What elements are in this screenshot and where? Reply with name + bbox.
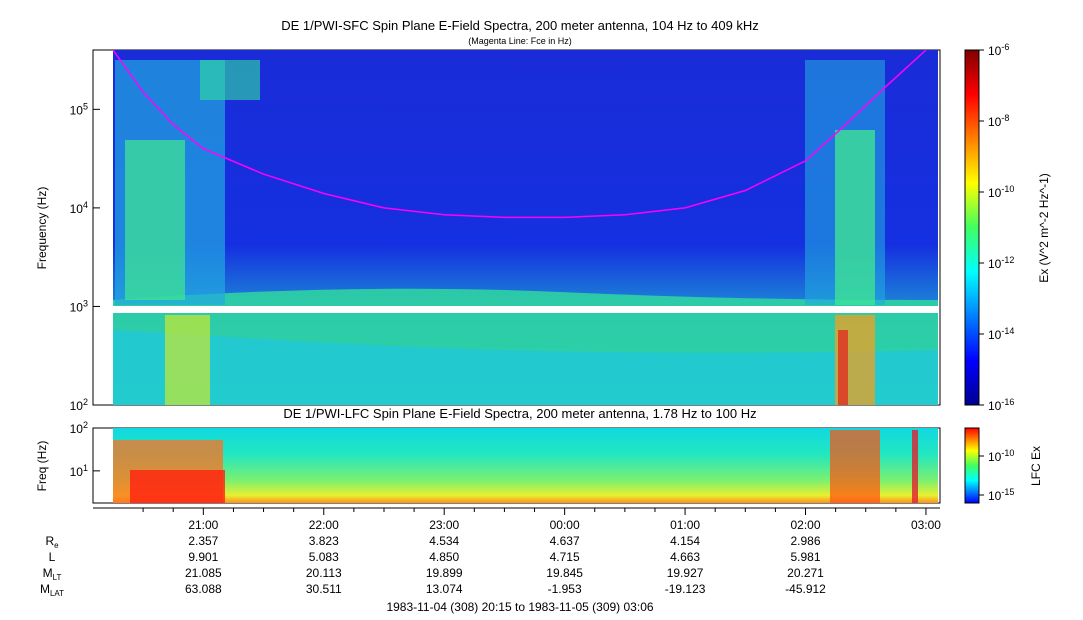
time-tick-label: 23:00 — [429, 518, 459, 532]
time-tick-label: 03:00 — [911, 518, 941, 532]
lfc-y-tick-label: 101 — [70, 463, 88, 479]
ephemeris-table: Re 2.357 3.823 4.534 4.637 4.154 2.986 L 9.901 5.… — [40, 534, 826, 598]
ephemeris-value: 21.085 — [185, 566, 222, 580]
ephemeris-value: 4.637 — [550, 534, 580, 548]
time-axis: 21:00 22:00 23:00 00:00 01:00 02:00 03:00 — [142, 508, 941, 532]
ephemeris-value: 2.357 — [188, 534, 218, 548]
time-range-label: 1983-11-04 (308) 20:15 to 1983-11-05 (30… — [386, 600, 654, 614]
ephemeris-row-label: MLAT — [40, 582, 64, 598]
sfc-colorbar-tick-label: 10-8 — [988, 113, 1009, 129]
time-tick-label: 21:00 — [188, 518, 218, 532]
sfc-colorbar-tick-label: 10-10 — [988, 184, 1014, 200]
ephemeris-row-label: Re — [45, 534, 59, 550]
ephemeris-value: 19.845 — [546, 566, 583, 580]
fce-line — [113, 50, 927, 219]
lfc-y-label: Freq (Hz) — [35, 441, 49, 492]
sfc-y-label: Frequency (Hz) — [35, 187, 49, 270]
sfc-colorbar — [964, 49, 980, 406]
sfc-colorbar-tick-label: 10-6 — [988, 42, 1009, 58]
lfc-y-tick-label: 102 — [70, 420, 88, 436]
ephemeris-row-label: MLT — [43, 566, 62, 582]
ephemeris-value: 5.981 — [791, 550, 821, 564]
lfc-title: DE 1/PWI-LFC Spin Plane E-Field Spectra,… — [283, 406, 757, 421]
lfc-colorbar-label: LFC Ex — [1029, 446, 1043, 486]
sfc-colorbar-tick-label: 10-12 — [988, 255, 1014, 271]
ephemeris-value: 9.901 — [188, 550, 218, 564]
lfc-colorbar-ticks: 10-10 10-15 — [979, 448, 1014, 503]
sfc-y-tick-label: 105 — [70, 101, 88, 117]
sfc-spectrogram — [113, 50, 938, 405]
time-tick-label: 01:00 — [670, 518, 700, 532]
ephemeris-value: 20.271 — [787, 566, 824, 580]
sfc-y-axis: 102 103 104 105 — [70, 101, 100, 413]
ephemeris-value: 4.154 — [670, 534, 700, 548]
ephemeris-value: 63.088 — [185, 582, 222, 596]
lfc-colorbar-tick-label: 10-10 — [988, 448, 1014, 464]
sfc-subtitle: (Magenta Line: Fce in Hz) — [468, 36, 572, 46]
sfc-y-tick-label: 103 — [70, 298, 88, 314]
lfc-y-axis: 101 102 — [70, 420, 100, 479]
ephemeris-value: 4.715 — [550, 550, 580, 564]
lfc-colorbar-tick-label: 10-15 — [988, 487, 1014, 503]
ephemeris-value: -45.912 — [785, 582, 826, 596]
ephemeris-row-label: L — [49, 550, 56, 564]
time-tick-label: 00:00 — [550, 518, 580, 532]
ephemeris-value: 4.850 — [429, 550, 459, 564]
ephemeris-value: 4.534 — [429, 534, 459, 548]
sfc-y-tick-label: 102 — [70, 397, 88, 413]
sfc-y-tick-label: 104 — [70, 200, 88, 216]
ephemeris-value: 19.899 — [426, 566, 463, 580]
lfc-spectrogram — [113, 428, 938, 503]
ephemeris-value: 4.663 — [670, 550, 700, 564]
sfc-colorbar-tick-label: 10-14 — [988, 326, 1014, 342]
ephemeris-value: 3.823 — [309, 534, 339, 548]
ephemeris-value: 13.074 — [426, 582, 463, 596]
time-tick-label: 02:00 — [791, 518, 821, 532]
ephemeris-value: -19.123 — [665, 582, 706, 596]
sfc-title: DE 1/PWI-SFC Spin Plane E-Field Spectra,… — [281, 18, 759, 33]
ephemeris-value: 20.113 — [306, 566, 342, 580]
sfc-colorbar-ticks: 10-16 10-14 10-12 10-10 10-8 10-6 — [979, 42, 1014, 413]
lfc-colorbar — [964, 427, 980, 504]
sfc-colorbar-label: Ex (V^2 m^-2 Hz^-1) — [1037, 173, 1051, 283]
ephemeris-value: 19.927 — [667, 566, 704, 580]
ephemeris-value: -1.953 — [548, 582, 582, 596]
ephemeris-value: 2.986 — [791, 534, 821, 548]
ephemeris-value: 30.511 — [306, 582, 342, 596]
time-tick-label: 22:00 — [309, 518, 339, 532]
sfc-colorbar-tick-label: 10-16 — [988, 397, 1014, 413]
ephemeris-value: 5.083 — [309, 550, 339, 564]
